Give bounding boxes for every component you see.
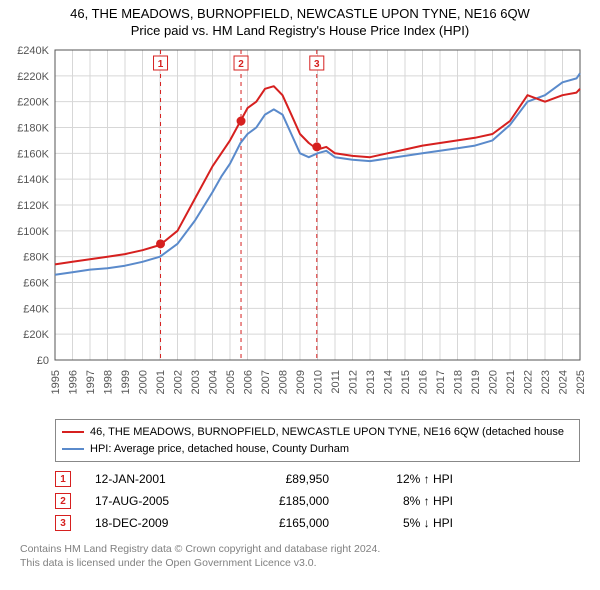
marker-number-icon: 3 [55,515,71,531]
svg-text:1997: 1997 [85,370,97,394]
marker-price: £165,000 [229,516,329,530]
svg-text:2020: 2020 [488,370,500,394]
legend-row: 46, THE MEADOWS, BURNOPFIELD, NEWCASTLE … [62,424,573,441]
svg-text:2022: 2022 [523,370,535,394]
svg-text:2001: 2001 [155,370,167,394]
svg-text:£100K: £100K [17,226,49,238]
svg-text:2013: 2013 [365,370,377,394]
legend: 46, THE MEADOWS, BURNOPFIELD, NEWCASTLE … [55,419,580,462]
svg-text:2002: 2002 [173,370,185,394]
marker-date: 12-JAN-2001 [95,472,205,486]
marker-pct: 12% ↑ HPI [353,472,453,486]
footer-line-2: This data is licensed under the Open Gov… [20,556,580,570]
svg-text:2006: 2006 [243,370,255,394]
svg-text:2: 2 [238,59,244,70]
svg-text:1998: 1998 [103,370,115,394]
marker-date: 18-DEC-2009 [95,516,205,530]
svg-text:2017: 2017 [435,370,447,394]
svg-text:2025: 2025 [575,370,587,394]
title-line-1: 46, THE MEADOWS, BURNOPFIELD, NEWCASTLE … [0,6,600,21]
svg-text:2012: 2012 [348,370,360,394]
svg-text:£20K: £20K [23,329,49,341]
svg-text:2018: 2018 [453,370,465,394]
line-chart: £0 £20K £40K £60K £80K £100K £120K £140K £160K £1… [0,40,600,410]
legend-label: 46, THE MEADOWS, BURNOPFIELD, NEWCASTLE … [90,424,564,441]
marker-row: 2 17-AUG-2005 £185,000 8% ↑ HPI [55,490,580,512]
legend-label: HPI: Average price, detached house, Coun… [90,441,349,458]
legend-row: HPI: Average price, detached house, Coun… [62,441,573,458]
svg-text:2007: 2007 [260,370,272,394]
marker-number-icon: 1 [55,471,71,487]
svg-text:£180K: £180K [17,123,49,135]
svg-text:£40K: £40K [23,303,49,315]
svg-text:£140K: £140K [17,174,49,186]
svg-text:£160K: £160K [17,148,49,160]
marker-table: 1 12-JAN-2001 £89,950 12% ↑ HPI 2 17-AUG… [55,468,580,534]
svg-text:2004: 2004 [208,370,220,394]
marker-number-icon: 2 [55,493,71,509]
marker-date: 17-AUG-2005 [95,494,205,508]
svg-text:2009: 2009 [295,370,307,394]
svg-text:2000: 2000 [138,370,150,394]
svg-text:£120K: £120K [17,200,49,212]
svg-text:2003: 2003 [190,370,202,394]
svg-text:2014: 2014 [383,370,395,394]
marker-price: £89,950 [229,472,329,486]
svg-text:£0: £0 [37,355,49,367]
svg-text:2023: 2023 [540,370,552,394]
title-line-2: Price paid vs. HM Land Registry's House … [0,23,600,38]
svg-text:2015: 2015 [400,370,412,394]
svg-text:1995: 1995 [50,370,62,394]
svg-text:2011: 2011 [330,370,342,394]
svg-text:£240K: £240K [17,45,49,57]
svg-text:1: 1 [158,59,164,70]
svg-text:2005: 2005 [225,370,237,394]
svg-text:£220K: £220K [17,71,49,83]
footer: Contains HM Land Registry data © Crown c… [20,542,580,570]
marker-pct: 5% ↓ HPI [353,516,453,530]
svg-text:2024: 2024 [558,370,570,394]
svg-text:2016: 2016 [418,370,430,394]
svg-text:2008: 2008 [278,370,290,394]
svg-text:1996: 1996 [68,370,80,394]
svg-text:2010: 2010 [313,370,325,394]
svg-text:£80K: £80K [23,252,49,264]
marker-price: £185,000 [229,494,329,508]
legend-swatch-icon [62,448,84,450]
marker-pct: 8% ↑ HPI [353,494,453,508]
marker-row: 3 18-DEC-2009 £165,000 5% ↓ HPI [55,512,580,534]
svg-text:2021: 2021 [505,370,517,394]
legend-swatch-icon [62,431,84,433]
chart-area: £0 £20K £40K £60K £80K £100K £120K £140K £160K £1… [0,40,600,415]
marker-row: 1 12-JAN-2001 £89,950 12% ↑ HPI [55,468,580,490]
chart-titles: 46, THE MEADOWS, BURNOPFIELD, NEWCASTLE … [0,0,600,40]
footer-line-1: Contains HM Land Registry data © Crown c… [20,542,580,556]
svg-text:3: 3 [314,59,320,70]
svg-text:2019: 2019 [470,370,482,394]
svg-text:£200K: £200K [17,97,49,109]
svg-text:£60K: £60K [23,278,49,290]
svg-text:1999: 1999 [120,370,132,394]
